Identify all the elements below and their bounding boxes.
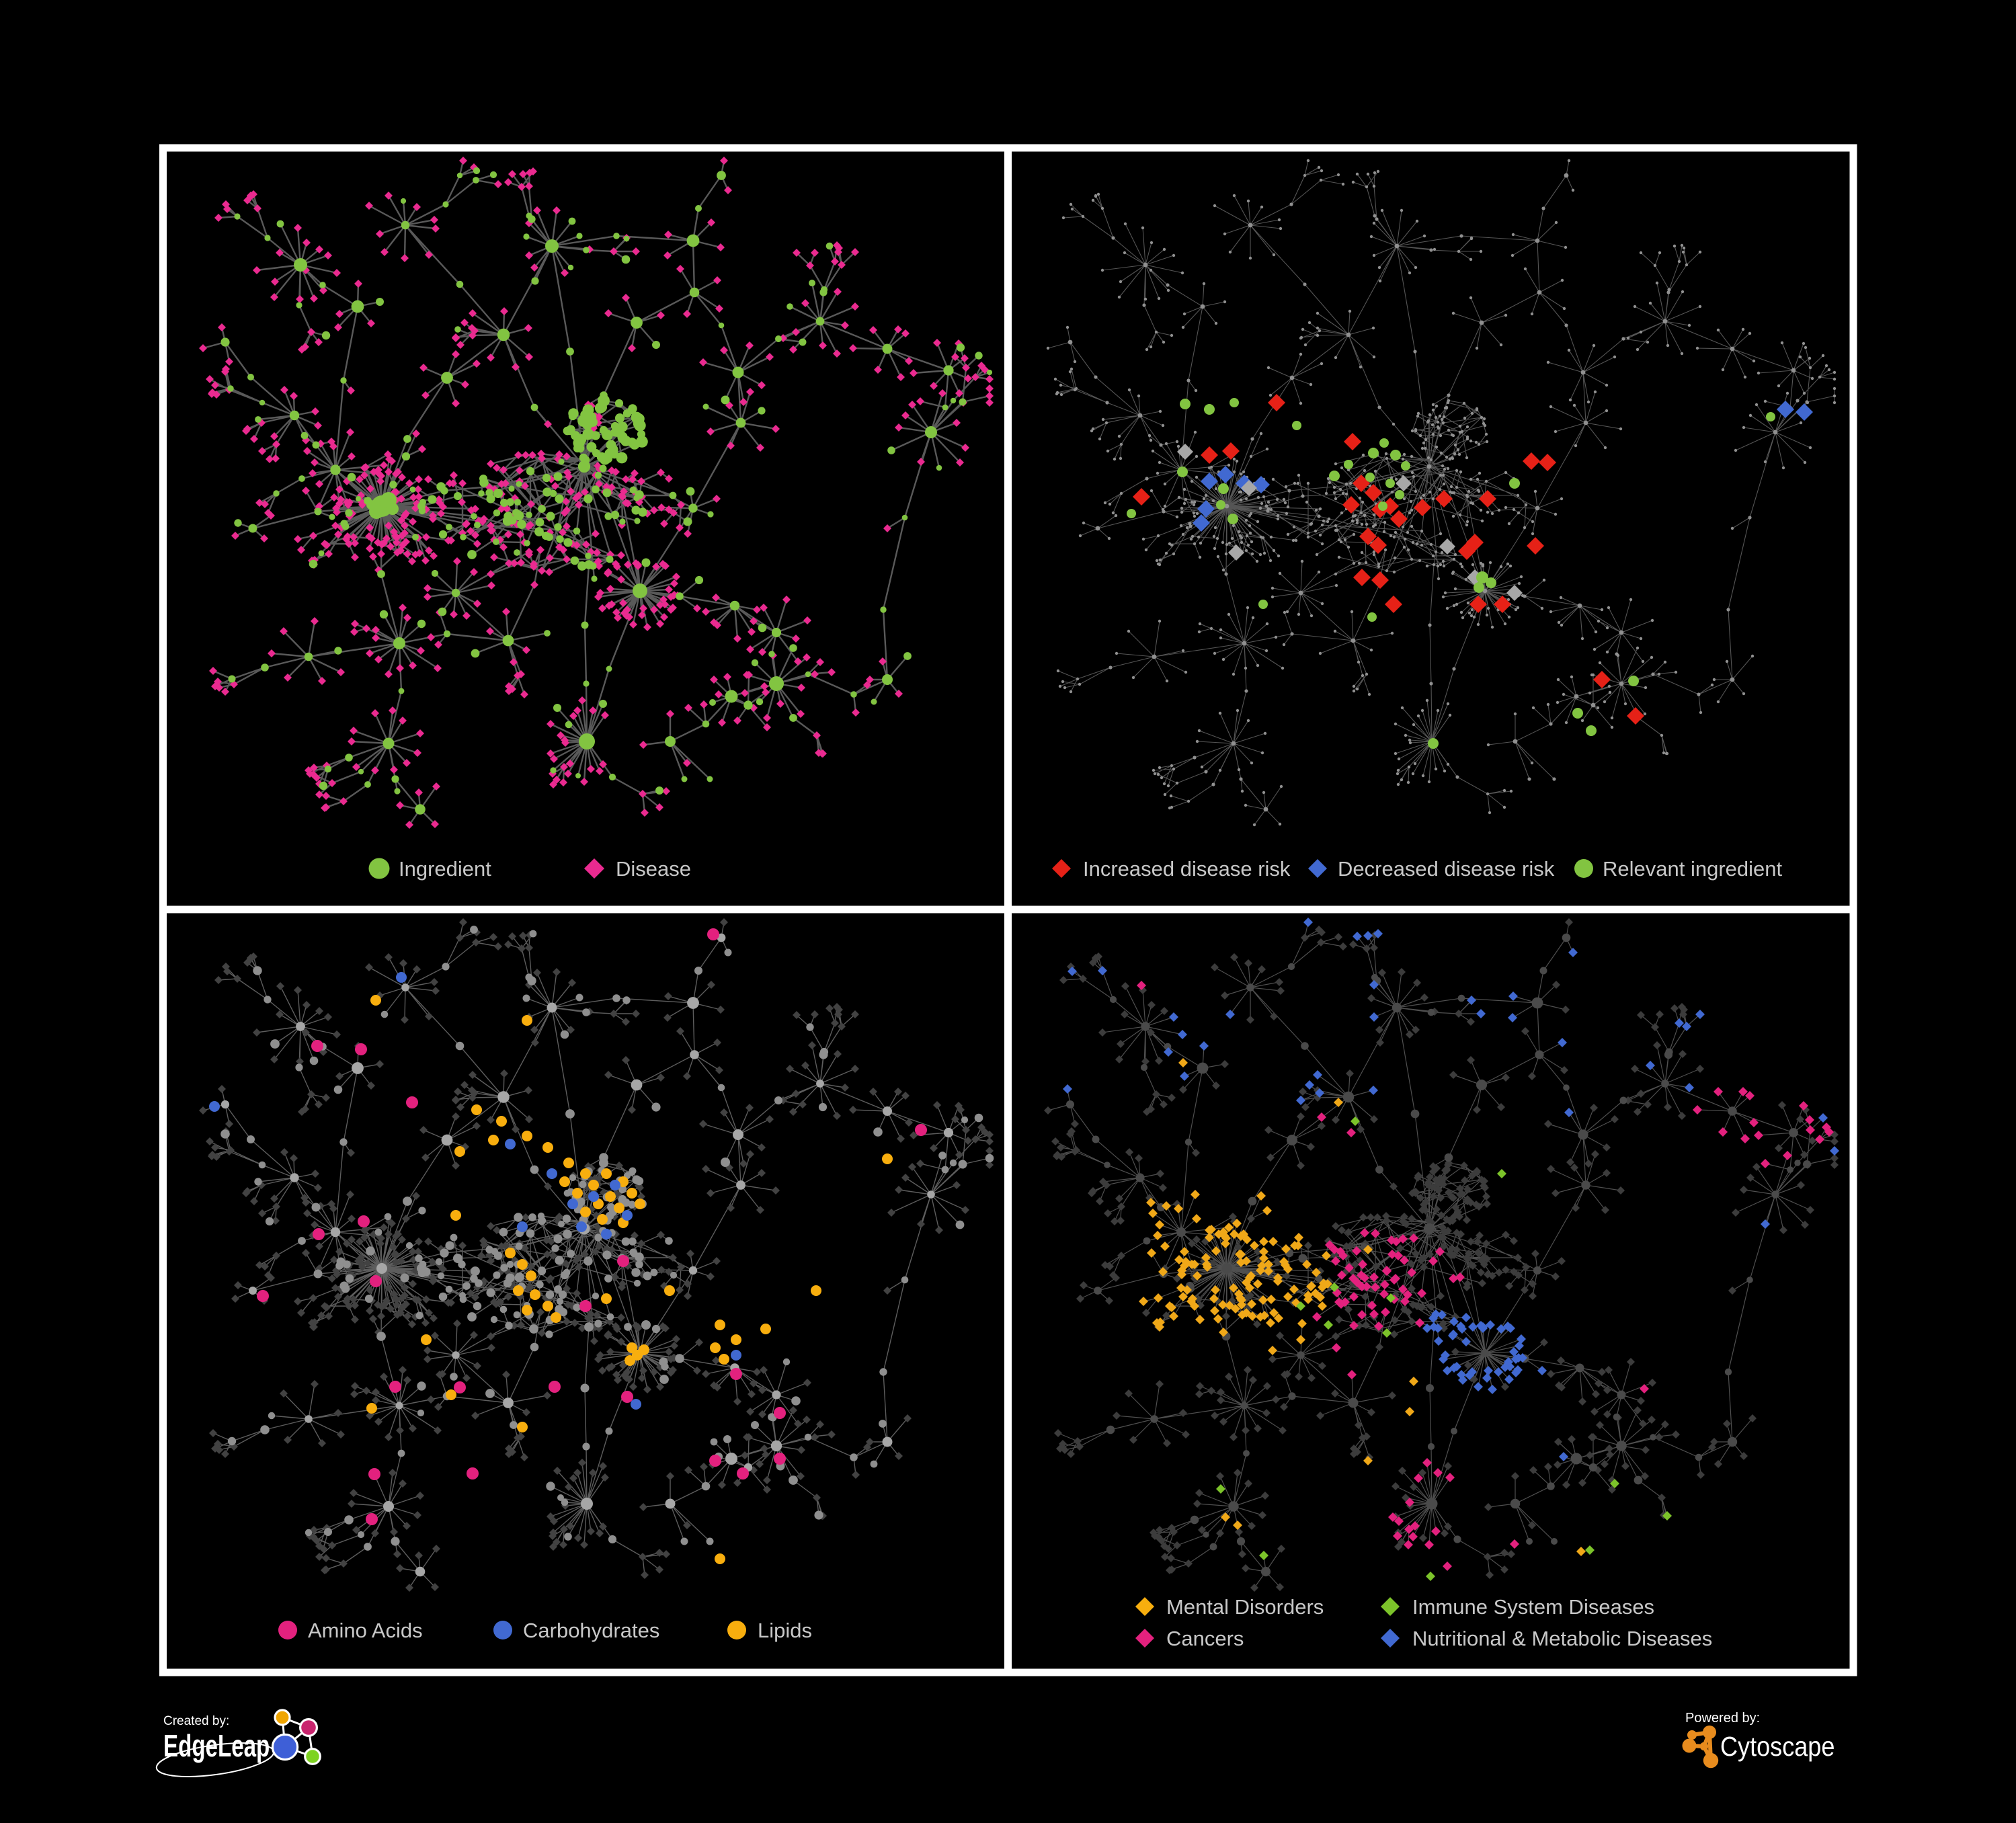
svg-text:Carbohydrates: Carbohydrates [523, 1619, 659, 1642]
svg-text:Immune System Diseases: Immune System Diseases [1412, 1595, 1654, 1619]
svg-text:Increased disease risk: Increased disease risk [1083, 857, 1291, 881]
svg-text:Relevant ingredient: Relevant ingredient [1603, 857, 1783, 881]
svg-text:EdgeLeap: EdgeLeap [163, 1730, 270, 1763]
svg-text:Decreased disease risk: Decreased disease risk [1338, 857, 1555, 881]
svg-text:Disease: Disease [616, 857, 691, 881]
svg-text:Mental Disorders: Mental Disorders [1166, 1595, 1324, 1619]
svg-text:Powered by:: Powered by: [1685, 1711, 1760, 1726]
svg-text:Ingredient: Ingredient [399, 857, 491, 881]
svg-text:Cancers: Cancers [1166, 1627, 1244, 1650]
svg-text:Nutritional & Metabolic Diseas: Nutritional & Metabolic Diseases [1412, 1627, 1712, 1650]
svg-text:Cytoscape: Cytoscape [1720, 1732, 1834, 1763]
svg-text:Amino Acids: Amino Acids [308, 1619, 423, 1642]
svg-text:Lipids: Lipids [758, 1619, 812, 1642]
svg-text:Created by:: Created by: [163, 1714, 229, 1728]
